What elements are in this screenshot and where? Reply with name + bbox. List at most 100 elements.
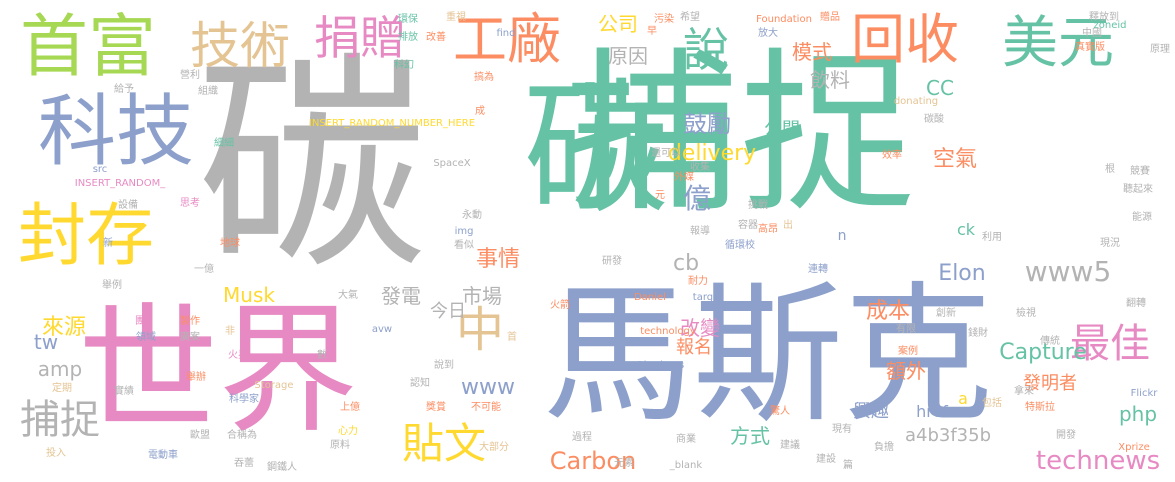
word: 非 <box>225 326 235 337</box>
word: 現有 <box>832 424 852 435</box>
word: 特斯拉 <box>1025 402 1055 413</box>
word: 空氣 <box>932 147 978 172</box>
word: 來源 <box>41 315 87 340</box>
word: 拿來 <box>1014 386 1034 397</box>
word: 模式 <box>792 40 832 64</box>
word: 領域 <box>136 332 156 343</box>
word: 合稱為 <box>227 430 257 441</box>
word: 出 <box>783 220 793 231</box>
word: 挑戰 <box>748 200 768 211</box>
word: 製作 <box>180 316 200 327</box>
word: 捕捉 <box>20 397 100 443</box>
word: 外媒 <box>674 172 694 183</box>
word: 傳統 <box>1040 336 1060 347</box>
word: 廣案 <box>180 332 200 343</box>
word: 翻轉 <box>1126 298 1146 309</box>
word: INSERT_RANDOM_ <box>74 178 166 189</box>
word: zoneid <box>1093 20 1127 31</box>
word: 給予 <box>114 84 134 95</box>
word: 設備 <box>118 200 138 211</box>
word: 早 <box>647 26 657 37</box>
word: 包括 <box>982 398 1002 409</box>
word: 技術 <box>190 17 290 75</box>
word: ck <box>956 220 976 239</box>
word: 循環校 <box>725 240 755 251</box>
word: 發電 <box>381 284 421 308</box>
word: 營利 <box>180 70 200 81</box>
word: 額外 <box>886 359 926 383</box>
word: 心力 <box>338 426 358 437</box>
word: 回收 <box>851 8 959 71</box>
word: 今日 <box>430 301 466 322</box>
word: 實績 <box>114 386 134 397</box>
word: 現況 <box>1100 238 1120 249</box>
word: tw <box>33 330 59 354</box>
word: 億 <box>682 182 712 215</box>
word: 科學家 <box>229 394 259 405</box>
word: 認知 <box>410 378 430 389</box>
word: 團 <box>135 316 145 327</box>
word: 投入 <box>46 448 66 459</box>
word: 驚人 <box>770 406 790 417</box>
word: www <box>461 375 515 400</box>
word: 放大 <box>758 28 778 39</box>
word: 新 <box>103 238 113 249</box>
word: 大部分 <box>479 442 509 453</box>
word: 吞蕾 <box>234 458 254 469</box>
word: 定期 <box>52 383 72 394</box>
word: 組織 <box>198 86 218 97</box>
word: 報導 <box>690 226 710 237</box>
word: 首 <box>507 332 517 343</box>
word: Storage <box>254 380 294 391</box>
word: 效率 <box>882 150 902 161</box>
word: 創新 <box>936 308 956 319</box>
word: 捐贈 <box>314 11 406 65</box>
word: img <box>454 226 474 237</box>
word: 美元 <box>1002 11 1114 76</box>
word: 工廠 <box>453 8 561 71</box>
word: delivery <box>667 141 757 166</box>
word: Elon <box>938 261 986 286</box>
word: 錢財 <box>968 328 988 339</box>
word: Xprize <box>1118 442 1150 453</box>
word: 市場 <box>462 284 502 308</box>
word: 成 <box>475 106 485 117</box>
word: 聽起來 <box>1123 184 1153 195</box>
word: 成本 <box>865 299 911 324</box>
word: 收集 <box>690 162 710 173</box>
word: 舉例 <box>102 280 122 291</box>
word: 電動車 <box>148 450 178 461</box>
word: 檢視 <box>1016 308 1036 319</box>
word: 改善 <box>426 32 446 43</box>
word: Daniel <box>634 292 666 303</box>
word: 原理 <box>1150 44 1170 55</box>
word: CC <box>926 76 954 100</box>
word: 首富 <box>19 8 157 87</box>
word: 科技 <box>37 87 195 177</box>
word: avw <box>371 324 393 335</box>
word: 火箭 <box>550 300 570 311</box>
word: 競賽 <box>1130 166 1150 177</box>
word: Flickr <box>1130 388 1158 399</box>
word: 建議 <box>780 440 800 451</box>
word: Capture <box>999 340 1087 365</box>
word: 還可以 <box>651 148 681 159</box>
word-carbon-medium: 碳 <box>523 65 669 235</box>
word: 中 <box>455 302 505 358</box>
word: Musk <box>223 283 275 307</box>
word: INSERT_RANDOM_NUMBER_HERE <box>308 118 476 129</box>
word: php <box>1118 402 1158 426</box>
word: technews <box>1035 446 1161 476</box>
word: 思考 <box>180 198 200 209</box>
word: amp <box>37 357 83 381</box>
word: Oberhaus <box>635 360 685 371</box>
word: 獎賞 <box>426 402 446 413</box>
word: 篇 <box>843 460 853 471</box>
word: cb <box>672 251 700 276</box>
word: 說 <box>683 23 729 77</box>
word: 環保 <box>398 14 418 25</box>
word-carbon-large: 碳 <box>196 34 428 301</box>
word: 封存 <box>17 197 155 276</box>
word: 數 <box>317 350 327 361</box>
word: 研發 <box>602 256 622 267</box>
